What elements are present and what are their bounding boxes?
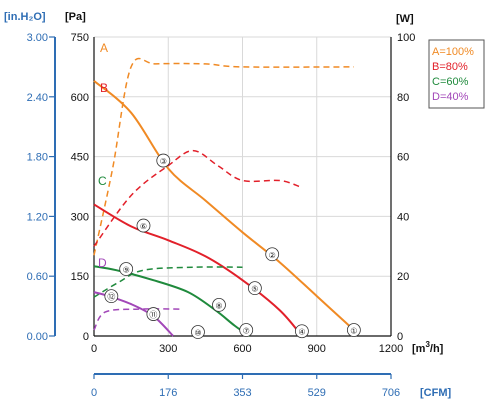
axes <box>54 37 392 375</box>
pressure-curve-B <box>93 203 303 337</box>
inh2o-tick-label: 1.20 <box>27 211 48 223</box>
operating-point-label: ⑫ <box>107 293 115 302</box>
operating-point-label: ⑤ <box>251 285 258 294</box>
curve-label-C: C <box>98 174 107 188</box>
curves <box>93 57 355 337</box>
operating-point-marker <box>239 323 254 337</box>
operating-point-label: ④ <box>298 328 305 337</box>
operating-point-label: ⑧ <box>215 301 222 310</box>
operating-point-label: ⑪ <box>149 311 157 320</box>
legend-entry: B=80% <box>432 61 468 73</box>
power-curve-D <box>93 308 181 331</box>
curve-labels: A B C D <box>98 41 108 270</box>
inh2o-tick-label: 3.00 <box>27 32 48 44</box>
legend-entry: A=100% <box>432 46 474 58</box>
pressure-tick-label: 300 <box>71 211 89 223</box>
curve-label-D: D <box>98 256 107 270</box>
legend-box <box>428 39 485 109</box>
grid <box>94 36 392 336</box>
cfm-unit-label: [CFM] <box>420 387 451 399</box>
flow-tick-label: 1200 <box>379 343 403 355</box>
legend-entry: C=60% <box>432 76 469 88</box>
cfm-tick-label: 0 <box>91 387 97 399</box>
pressure-curve-D <box>93 291 174 337</box>
operating-point-label: ⑩ <box>194 329 201 338</box>
power-curve-B <box>93 149 300 247</box>
flow-tick-label: 600 <box>233 343 251 355</box>
operating-point-label: ② <box>269 251 276 260</box>
pressure-tick-label: 150 <box>71 271 89 283</box>
operating-point-marker <box>212 298 226 312</box>
pressure-curve-A <box>93 80 355 331</box>
flow-tick-label: 900 <box>308 343 326 355</box>
operating-point-marker <box>346 323 361 337</box>
pressure-tick-label: 450 <box>71 152 89 164</box>
pressure-tick-label: 750 <box>71 32 89 44</box>
operating-point-marker <box>146 307 161 321</box>
curve-label-A: A <box>100 41 108 55</box>
operating-point-marker <box>104 289 119 304</box>
tick-labels: 01503004506007500.000.601.201.802.403.00… <box>27 32 416 399</box>
inh2o-unit-label: [in.H₂O] <box>4 11 46 23</box>
cfm-tick-label: 529 <box>308 387 326 399</box>
operating-point-marker <box>136 218 151 233</box>
operating-point-marker <box>294 324 309 339</box>
pressure-tick-label: 0 <box>83 331 89 343</box>
power-tick-label: 0 <box>397 331 403 343</box>
pressure-unit-label: [Pa] <box>65 11 86 23</box>
legend: A=100% B=80% C=60% D=40% <box>428 39 485 109</box>
operating-point-label: ⑥ <box>140 222 147 231</box>
cfm-tick-label: 353 <box>233 387 251 399</box>
cfm-tick-label: 706 <box>382 387 400 399</box>
operating-point-marker <box>119 262 134 276</box>
legend-entry: D=40% <box>432 91 469 103</box>
operating-point-marker <box>191 325 205 339</box>
operating-point-markers: ① ② ③ ④ ⑤ ⑥ ⑦ ⑧ ⑨ ⑩ ⑪ ⑫ <box>104 153 361 339</box>
operating-point-label: ⑦ <box>243 327 250 336</box>
power-tick-label: 80 <box>397 92 409 104</box>
operating-point-marker <box>265 247 280 262</box>
power-curve-C <box>93 266 243 298</box>
inh2o-tick-label: 2.40 <box>27 92 48 104</box>
power-tick-label: 100 <box>397 32 415 44</box>
operating-point-label: ③ <box>160 157 167 166</box>
power-tick-label: 40 <box>397 211 409 223</box>
flow-tick-label: 0 <box>91 343 97 355</box>
inh2o-tick-label: 0.00 <box>27 331 48 343</box>
power-tick-label: 60 <box>397 152 409 164</box>
curve-label-B: B <box>100 81 108 95</box>
cfm-tick-label: 176 <box>159 387 177 399</box>
flow-unit-label: [m3/h] <box>412 340 444 355</box>
operating-point-marker <box>247 281 262 296</box>
operating-point-marker <box>156 153 171 168</box>
power-unit-label: [W] <box>396 13 414 25</box>
power-tick-label: 20 <box>397 271 409 283</box>
power-curve-A <box>93 57 354 256</box>
operating-point-label: ⑨ <box>123 266 130 275</box>
flow-tick-label: 300 <box>159 343 177 355</box>
operating-point-label: ① <box>350 327 357 336</box>
pressure-tick-label: 600 <box>71 92 89 104</box>
inh2o-tick-label: 0.60 <box>27 271 48 283</box>
inh2o-tick-label: 1.80 <box>27 152 48 164</box>
pressure-curve-C <box>93 265 251 337</box>
